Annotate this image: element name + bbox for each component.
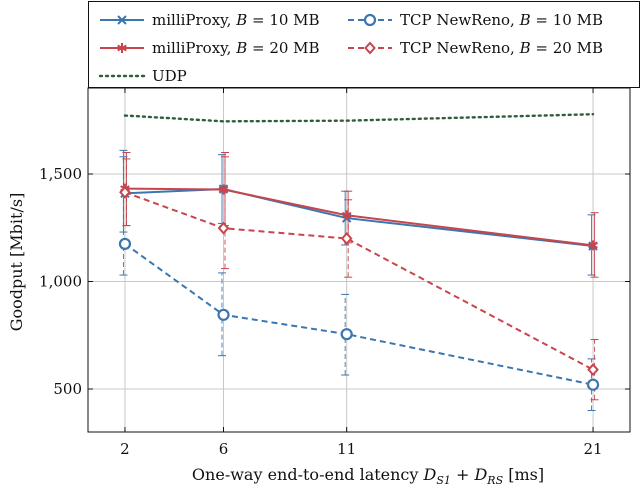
x-axis-label-var1: D [423, 465, 437, 484]
legend-entry-1: milliProxy, B = 20 MB [100, 39, 320, 57]
legend-label: TCP NewReno, B = 10 MB [400, 11, 603, 29]
grid-lines [88, 88, 630, 432]
legend-label: milliProxy, B = 20 MB [152, 39, 320, 57]
x-tick-label: 21 [583, 440, 602, 458]
series-lines [123, 113, 595, 386]
x-tick-label: 6 [219, 440, 229, 458]
series-line-3 [124, 191, 594, 371]
y-tick-label: 1,500 [39, 165, 82, 183]
data-point [218, 184, 229, 195]
legend-label: milliProxy, B = 10 MB [152, 11, 320, 29]
x-axis-label-prefix: One-way end-to-end latency [192, 465, 424, 484]
x-axis-label-sub2: RS [486, 474, 503, 487]
legend-marker [117, 43, 127, 53]
axis-ticks: 2 6 11 21 500 1,000 1,500 [39, 88, 630, 458]
data-point [118, 237, 132, 250]
error-bar [221, 156, 229, 270]
y-axis-label: Goodput [Mbit/s] [7, 193, 26, 332]
legend-entry-3: TCP NewReno, B = 20 MB [348, 39, 603, 57]
data-point [340, 328, 353, 341]
legend-marker [364, 41, 376, 55]
y-tick-label: 500 [53, 380, 82, 398]
x-axis-label-plus: + [451, 465, 475, 484]
error-bar [119, 156, 128, 276]
x-tick-label: 2 [120, 440, 130, 458]
plot-frame [87, 87, 631, 433]
y-tick-label: 1,000 [39, 273, 82, 291]
x-axis-label-var2: D [473, 465, 487, 484]
legend-label: TCP NewReno, B = 20 MB [400, 39, 603, 57]
x-tick-label: 11 [337, 440, 356, 458]
data-point [217, 221, 230, 235]
legend-marker [363, 13, 377, 27]
legend: milliProxy, B = 10 MB milliProxy, B = 20 … [88, 1, 640, 88]
legend-entry-2: TCP NewReno, B = 10 MB [348, 11, 603, 29]
error-bar [344, 199, 353, 278]
series-line-1 [124, 187, 594, 247]
series-line-2 [124, 243, 594, 386]
series-line-4 [123, 113, 595, 123]
x-axis-label-suffix: [ms] [503, 465, 544, 484]
data-point [588, 240, 598, 251]
x-axis-label: One-way end-to-end latency DS1 + DRS [ms… [192, 465, 544, 487]
data-point [341, 210, 352, 221]
data-point [587, 363, 599, 377]
data-point [340, 232, 353, 245]
legend-entry-0: milliProxy, B = 10 MB [100, 11, 320, 29]
data-point [217, 308, 230, 321]
series-markers [118, 183, 600, 391]
legend-marker [117, 15, 127, 25]
x-axis-label-sub1: S1 [436, 474, 451, 487]
legend-label: UDP [152, 67, 187, 85]
data-point [119, 185, 131, 199]
data-point [586, 378, 600, 391]
legend-entry-4: UDP [98, 67, 187, 85]
series-line-0 [124, 188, 594, 248]
legend-box [88, 1, 640, 88]
